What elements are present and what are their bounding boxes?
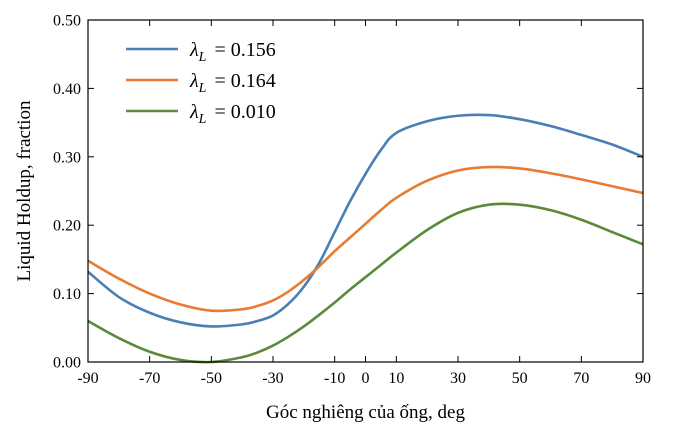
- y-tick-label-3: 0.30: [53, 149, 81, 166]
- series-line-3: [87, 202, 644, 364]
- y-tick-label-5: 0.50: [53, 13, 81, 30]
- x-tick-label-0: -90: [77, 370, 98, 387]
- x-tick-label-10: 90: [635, 370, 651, 387]
- plot-frame: [87, 19, 644, 363]
- x-tick-label-3: -30: [262, 370, 283, 387]
- x-tick-label-6: 10: [388, 370, 404, 387]
- x-tick-label-5: 0: [362, 370, 370, 387]
- y-axis-title: Liquid Holdup, fraction: [14, 100, 35, 281]
- x-tick-label-2: -50: [201, 370, 222, 387]
- x-tick-label-1: -70: [139, 370, 160, 387]
- legend: λL = 0.156 λL = 0.164 λL = 0.010: [126, 39, 276, 127]
- y-tick-label-4: 0.40: [53, 81, 81, 98]
- x-tick-label-8: 50: [512, 370, 528, 387]
- y-tick-label-2: 0.20: [53, 218, 81, 235]
- series-line-2: [87, 165, 644, 313]
- legend-label-3: λL = 0.010: [189, 101, 276, 127]
- series-layer: [87, 113, 644, 364]
- x-tick-label-4: -10: [324, 370, 345, 387]
- x-tick-label-9: 70: [573, 370, 589, 387]
- ticks-layer: -90 -70 -50 -30 -10 0 10 30 50 70 90 0.00 0.10 0.20 0.…: [53, 13, 651, 388]
- y-tick-label-1: 0.10: [53, 286, 81, 303]
- x-axis-title: Góc nghiêng của ống, deg: [266, 402, 465, 423]
- series-line-1: [87, 113, 644, 328]
- y-tick-label-0: 0.00: [53, 355, 81, 372]
- legend-label-1: λL = 0.156: [189, 39, 276, 65]
- x-tick-label-7: 30: [450, 370, 466, 387]
- legend-label-2: λL = 0.164: [189, 70, 276, 96]
